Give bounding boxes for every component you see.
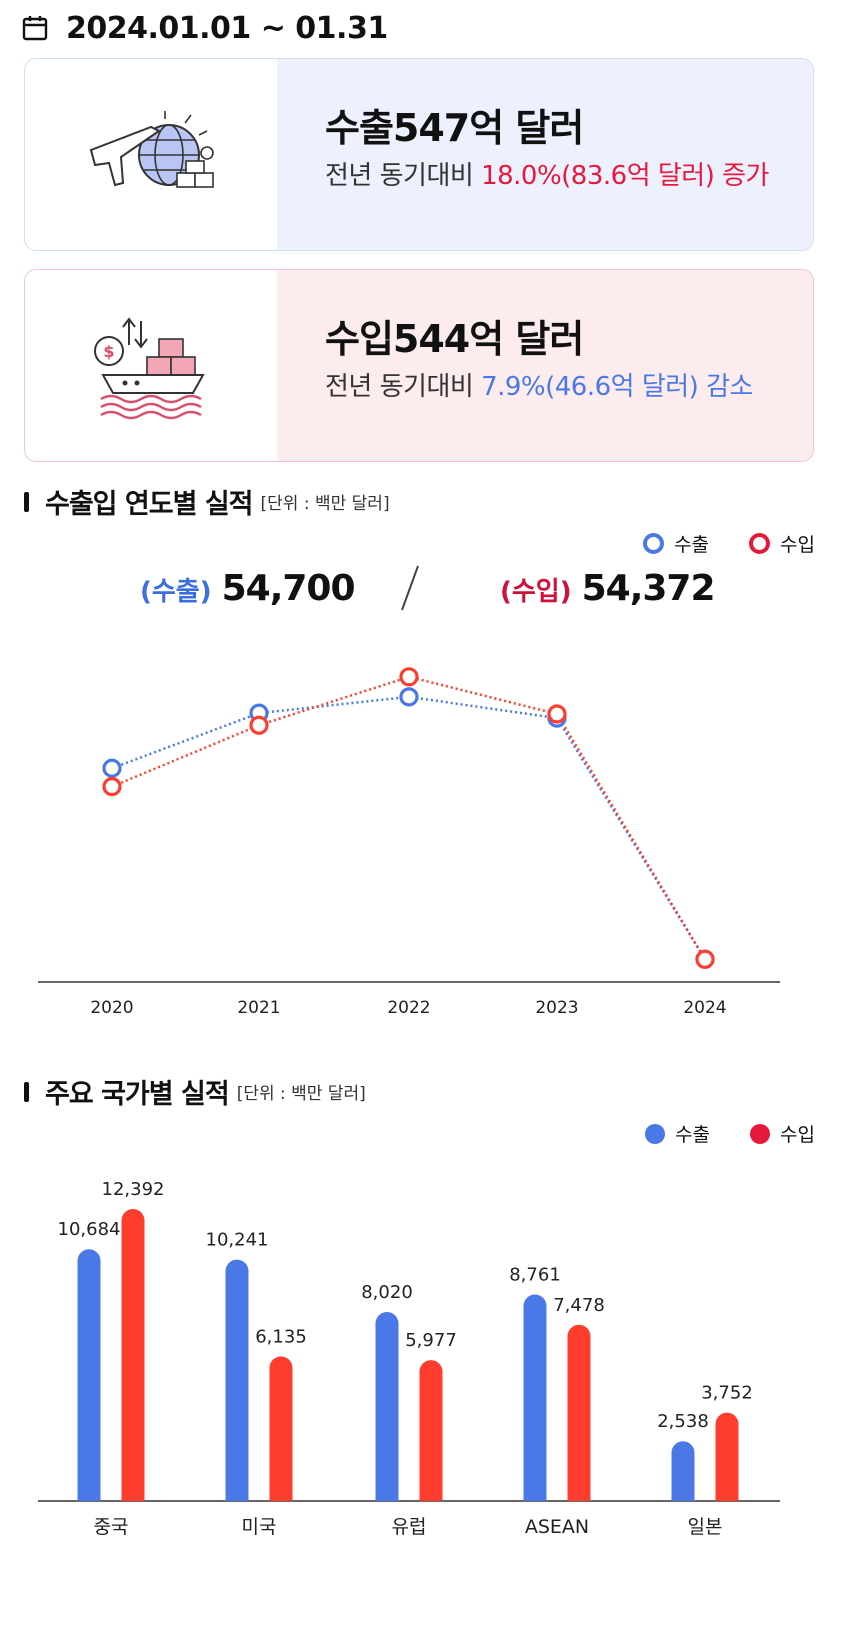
bar-value-label: 8,020 [361, 1282, 413, 1303]
legend-item-import: 수입 [750, 1120, 815, 1147]
yearly-section-title: 수출입 연도별 실적 [단위 : 백만 달러] [24, 482, 390, 521]
bar-value-label: 10,241 [206, 1230, 269, 1251]
import-icon-area: $ [25, 270, 277, 461]
data-point-export [104, 760, 120, 776]
country-title-text: 주요 국가별 실적 [45, 1072, 229, 1111]
section-marker [24, 492, 29, 512]
legend-item-export: 수출 [643, 530, 709, 557]
total-export-label: (수출) [140, 571, 212, 608]
date-range: 2024.01.01 ~ 01.31 [22, 8, 388, 48]
country-bar-chart: 10,684 10,241 8,020 8,761 2,538 12,392 6,135 5,… [0, 1170, 855, 1610]
x-tick-label: 2021 [237, 998, 280, 1018]
x-tick-label: 2022 [387, 998, 430, 1018]
country-section-title: 주요 국가별 실적 [단위 : 백만 달러] [24, 1072, 366, 1111]
category-label: ASEAN [525, 1516, 589, 1538]
yearly-totals: (수출) 54,700 (수입) 54,372 [0, 568, 855, 616]
total-export-value: 54,700 [222, 568, 355, 609]
legend-import-dot [750, 1124, 770, 1144]
yearly-legend: 수출 수입 [603, 530, 815, 557]
legend-item-import: 수입 [749, 530, 815, 557]
x-tick-label: 2024 [683, 998, 726, 1018]
data-point-import [401, 669, 417, 685]
bar-value-label: 5,977 [405, 1330, 457, 1351]
total-import-value: 54,372 [582, 568, 715, 609]
x-tick-label: 2020 [90, 998, 133, 1018]
legend-import-label: 수입 [780, 530, 815, 557]
bar-export [524, 1295, 547, 1501]
export-text-area: 수출547억 달러 전년 동기대비 18.0%(83.6억 달러) 증가 [277, 59, 813, 250]
total-export: (수출) 54,700 [140, 568, 355, 609]
import-subtitle: 전년 동기대비 7.9%(46.6억 달러) 감소 [325, 370, 785, 404]
legend-item-export: 수출 [645, 1120, 710, 1147]
legend-export-label: 수출 [674, 530, 709, 557]
category-label: 유럽 [392, 1516, 427, 1538]
data-point-import [104, 779, 120, 795]
data-point-export [401, 689, 417, 705]
export-sub-prefix: 전년 동기대비 [325, 161, 481, 191]
export-sub-highlight: 18.0%(83.6억 달러) 증가 [481, 161, 769, 191]
bar-export [78, 1249, 101, 1501]
yearly-unit-text: [단위 : 백만 달러] [261, 489, 390, 514]
x-tick-label: 2023 [535, 998, 578, 1018]
import-sub-prefix: 전년 동기대비 [325, 372, 481, 402]
svg-text:$: $ [103, 342, 114, 361]
yearly-line-chart: 2020 2021 2022 2023 2024 [0, 630, 855, 1030]
series-line-import [112, 677, 705, 959]
bar-import [270, 1356, 293, 1501]
import-text-area: 수입544억 달러 전년 동기대비 7.9%(46.6억 달러) 감소 [277, 270, 813, 461]
category-label: 중국 [94, 1516, 129, 1538]
legend-export-ring [643, 533, 664, 554]
date-range-text: 2024.01.01 ~ 01.31 [66, 11, 388, 46]
legend-import-label: 수입 [780, 1120, 815, 1147]
export-summary-card: 수출547억 달러 전년 동기대비 18.0%(83.6억 달러) 증가 [24, 58, 814, 251]
data-point-import [251, 717, 267, 733]
country-unit-text: [단위 : 백만 달러] [237, 1079, 366, 1104]
legend-import-ring [749, 533, 770, 554]
import-sub-highlight: 7.9%(46.6억 달러) 감소 [481, 372, 753, 402]
bar-import [122, 1209, 145, 1501]
legend-export-dot [645, 1124, 665, 1144]
bar-value-label: 10,684 [58, 1219, 121, 1240]
bar-export [672, 1441, 695, 1501]
bar-import [568, 1325, 591, 1501]
plane-globe-icon [81, 105, 221, 205]
bar-value-label: 2,538 [657, 1411, 709, 1432]
export-title: 수출547억 달러 [325, 97, 583, 152]
slash-divider [398, 562, 422, 614]
yearly-title-text: 수출입 연도별 실적 [45, 482, 253, 521]
category-label: 일본 [688, 1516, 723, 1538]
bar-value-label: 12,392 [102, 1179, 165, 1200]
import-title: 수입544억 달러 [325, 308, 583, 363]
import-summary-card: $ 수입544억 달러 전년 동기대비 7.9%(46.6억 달러) 감소 [24, 269, 814, 462]
bar-import [716, 1413, 739, 1501]
total-import: (수입) 54,372 [500, 568, 715, 609]
section-marker [24, 1082, 29, 1102]
calendar-icon [22, 15, 48, 41]
bar-value-label: 7,478 [553, 1295, 605, 1316]
total-import-label: (수입) [500, 571, 572, 608]
bar-export [376, 1312, 399, 1501]
category-label: 미국 [242, 1516, 277, 1538]
export-icon-area [25, 59, 277, 250]
data-point-import [697, 951, 713, 967]
bar-import [420, 1360, 443, 1501]
bar-value-label: 3,752 [701, 1383, 753, 1404]
export-subtitle: 전년 동기대비 18.0%(83.6억 달러) 증가 [325, 159, 785, 193]
data-point-import [549, 706, 565, 722]
country-legend: 수출 수입 [605, 1120, 815, 1147]
bar-value-label: 8,761 [509, 1265, 561, 1286]
bar-value-label: 6,135 [255, 1326, 307, 1347]
series-line-export [112, 697, 705, 959]
bar-export [226, 1260, 249, 1501]
cargo-ship-icon: $ [81, 311, 221, 421]
legend-export-label: 수출 [675, 1120, 710, 1147]
